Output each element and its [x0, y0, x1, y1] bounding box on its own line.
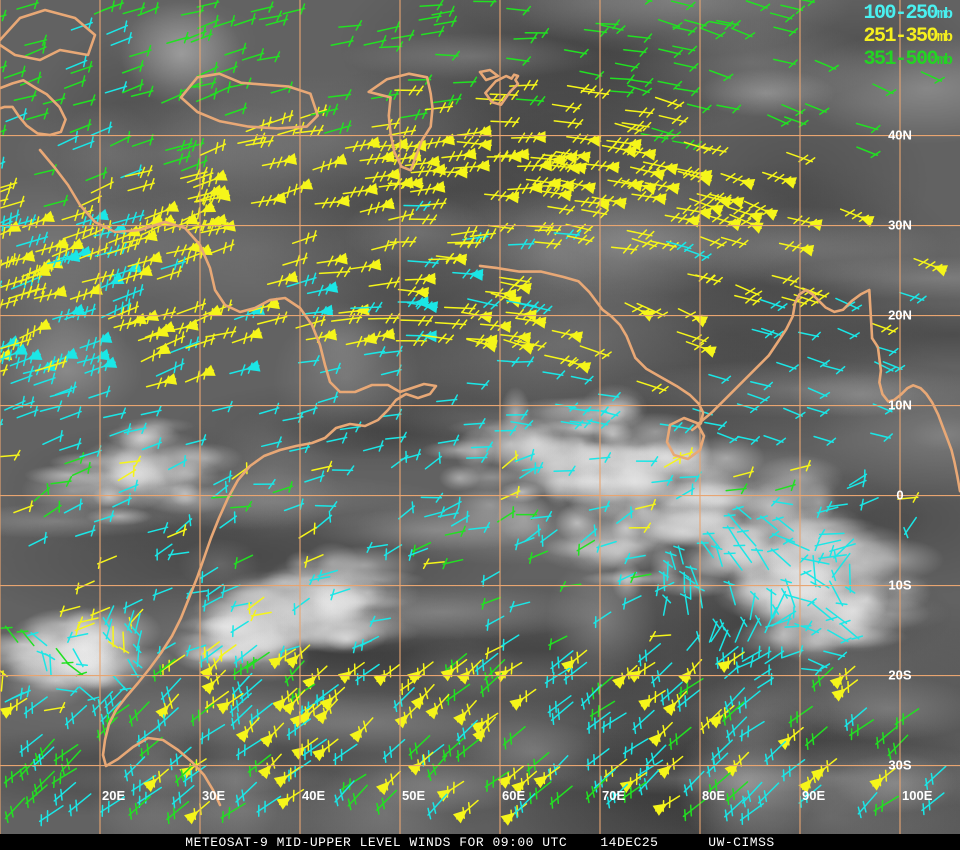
svg-text:30E: 30E	[202, 788, 225, 803]
svg-text:100E: 100E	[902, 788, 933, 803]
svg-text:50E: 50E	[402, 788, 425, 803]
svg-text:80E: 80E	[702, 788, 725, 803]
svg-text:10S: 10S	[888, 578, 911, 593]
svg-text:60E: 60E	[502, 788, 525, 803]
svg-text:90E: 90E	[802, 788, 825, 803]
svg-text:40E: 40E	[302, 788, 325, 803]
svg-text:30S: 30S	[888, 758, 911, 773]
svg-text:70E: 70E	[602, 788, 625, 803]
svg-text:20S: 20S	[888, 668, 911, 683]
svg-text:10N: 10N	[888, 398, 912, 413]
svg-text:20N: 20N	[888, 308, 912, 323]
svg-text:30N: 30N	[888, 218, 912, 233]
svg-text:40N: 40N	[888, 128, 912, 143]
svg-text:0: 0	[896, 488, 903, 503]
svg-text:20E: 20E	[102, 788, 125, 803]
